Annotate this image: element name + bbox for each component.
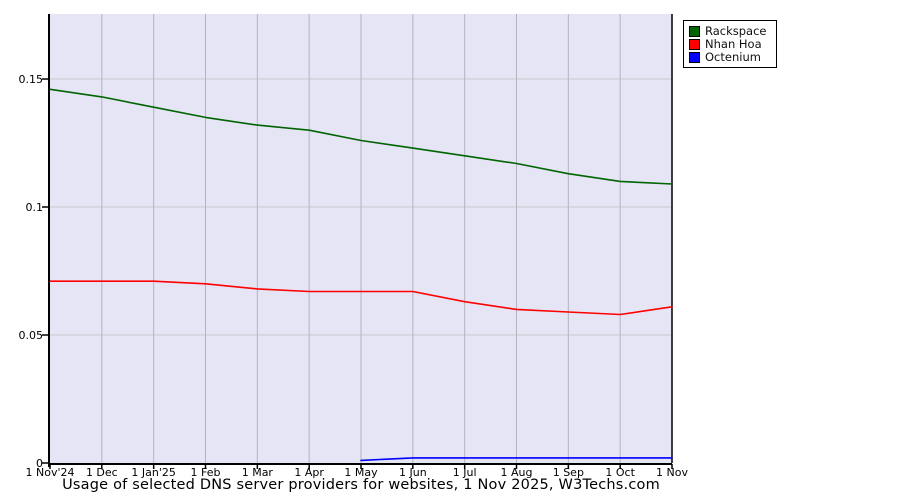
x-axis-tick-label: 1 Jan'25	[131, 466, 176, 479]
x-axis-tick-label: 1 May	[344, 466, 378, 479]
legend-item: Octenium	[689, 51, 772, 63]
legend-label: Nhan Hoa	[705, 37, 762, 51]
x-axis-tick-label: 1 Sep	[552, 466, 584, 479]
x-axis-tick-label: 1 Nov'24	[25, 466, 75, 479]
legend-swatch-octenium	[689, 51, 700, 63]
x-axis-tick-label: 1 Jun	[398, 466, 427, 479]
x-axis-tick-label: 1 Feb	[190, 466, 221, 479]
series-line-nhan-hoa	[49, 280, 673, 316]
legend-swatch-rackspace	[689, 25, 700, 37]
y-axis-tick-label: 0.1	[25, 200, 44, 214]
legend-item: Nhan Hoa	[689, 38, 772, 50]
legend-label: Rackspace	[705, 24, 767, 38]
x-axis-tick-label: 1 Dec	[85, 466, 118, 479]
legend: Rackspace Nhan Hoa Octenium	[683, 20, 777, 68]
x-axis-tick-label: 1 Apr	[294, 466, 324, 479]
chart-title: Usage of selected DNS server providers f…	[62, 477, 660, 493]
x-axis-tick-label: 1 Aug	[500, 466, 533, 479]
y-axis-tick-label: 0.15	[18, 72, 44, 86]
y-axis-tick-label: 0.05	[18, 328, 44, 342]
legend-swatch-nhan-hoa	[689, 38, 700, 50]
x-axis-tick-label: 1 Oct	[605, 466, 635, 479]
x-axis-tick-label: 1 Jul	[452, 466, 477, 479]
series-line-rackspace	[49, 88, 673, 185]
x-axis-tick-label: 1 Nov	[656, 466, 688, 479]
legend-item: Rackspace	[689, 25, 772, 37]
y-axis-tick-label: 0	[36, 456, 43, 470]
legend-label: Octenium	[705, 50, 761, 64]
series-line-octenium	[360, 457, 673, 462]
x-axis-tick-label: 1 Mar	[241, 466, 273, 479]
